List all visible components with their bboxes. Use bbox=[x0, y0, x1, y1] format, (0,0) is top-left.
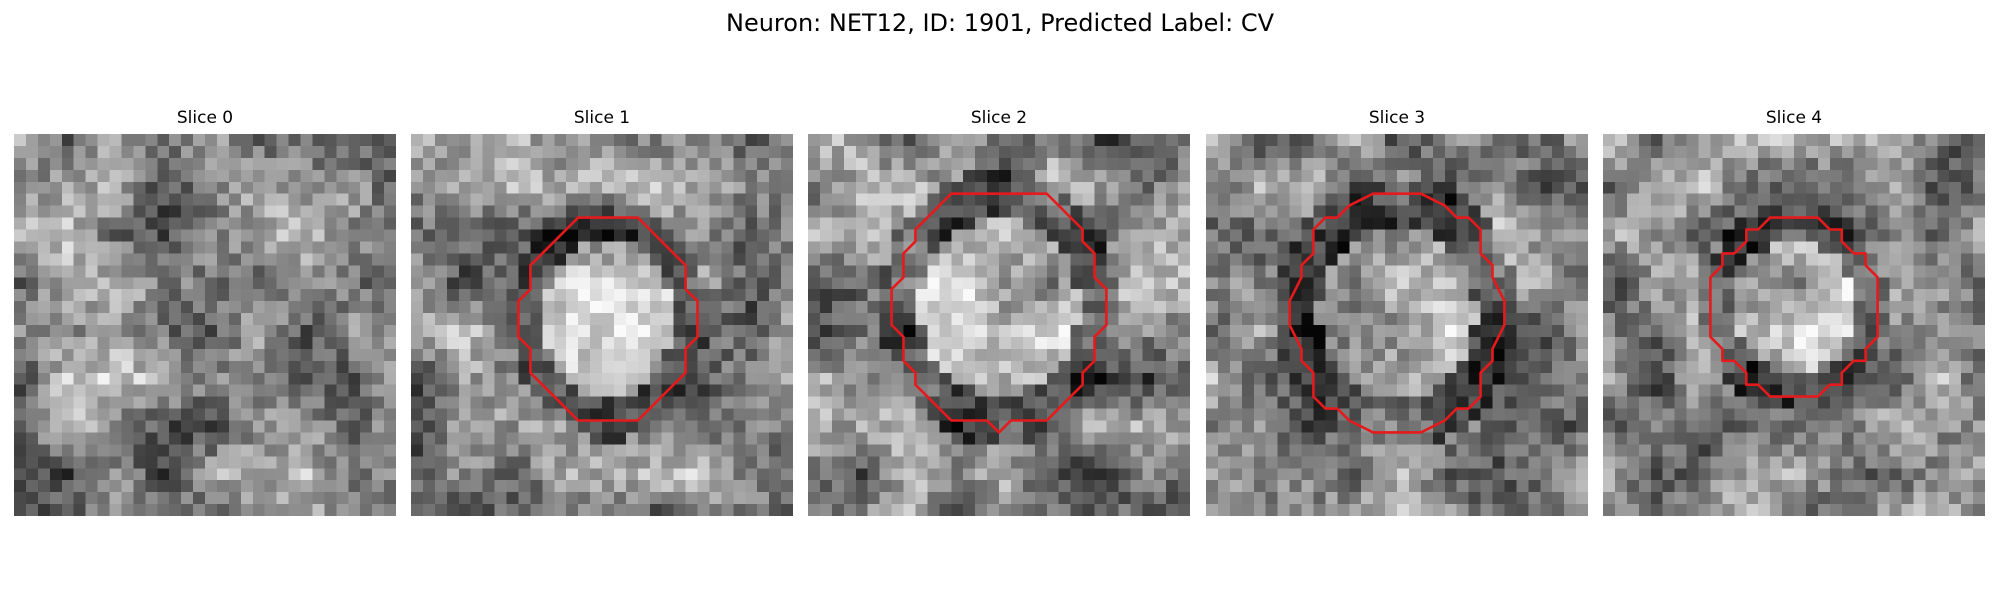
segmentation-contour bbox=[1709, 216, 1879, 398]
figure-title: Neuron: NET12, ID: 1901, Predicted Label… bbox=[726, 9, 1274, 37]
slice-image-4 bbox=[1603, 134, 1985, 516]
slice-image-3 bbox=[1206, 134, 1588, 516]
slice-panel-0: Slice 0 bbox=[14, 108, 396, 516]
slice-title-0: Slice 0 bbox=[176, 108, 234, 128]
slice-panel-2: Slice 2 bbox=[808, 108, 1190, 516]
slice-image-1 bbox=[411, 134, 793, 516]
slice-title-3: Slice 3 bbox=[1368, 108, 1426, 128]
slice-image-0 bbox=[14, 134, 396, 516]
slice-title-2: Slice 2 bbox=[970, 108, 1028, 128]
slice-title-4: Slice 4 bbox=[1765, 108, 1823, 128]
slice-panel-3: Slice 3 bbox=[1206, 108, 1588, 516]
slice-panel-1: Slice 1 bbox=[411, 108, 793, 516]
segmentation-contour bbox=[890, 192, 1108, 434]
slice-title-1: Slice 1 bbox=[573, 108, 631, 128]
slice-image-2 bbox=[808, 134, 1190, 516]
segmentation-contour bbox=[517, 216, 699, 422]
slice-panel-4: Slice 4 bbox=[1603, 108, 1985, 516]
segmentation-contour bbox=[1288, 192, 1506, 434]
